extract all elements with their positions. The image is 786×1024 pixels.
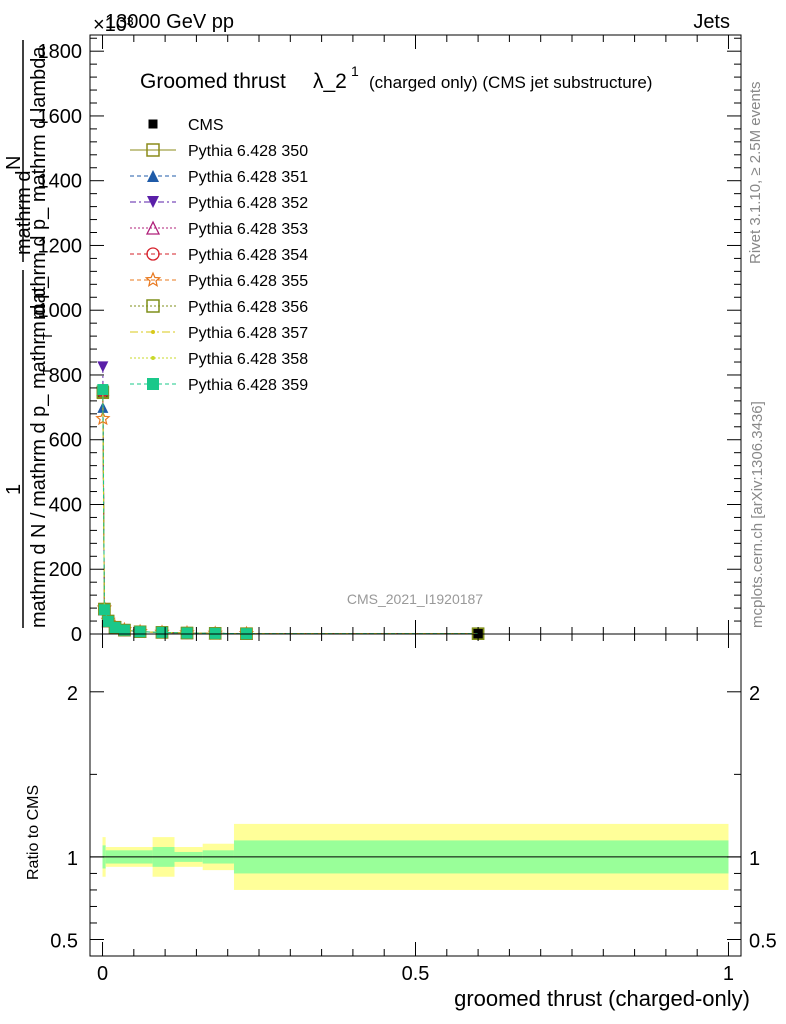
legend-marker xyxy=(147,378,159,390)
chart-title: Groomed thrust λ_2 1 (charged only) (CMS… xyxy=(140,63,652,93)
legend-marker xyxy=(147,196,159,208)
main-ytick-label: 1000 xyxy=(38,300,83,322)
y-label-numerator-n: N xyxy=(3,156,25,170)
legend-marker xyxy=(148,119,158,129)
main-ytick-label: 0 xyxy=(71,624,82,646)
series-10-point xyxy=(98,604,110,616)
legend-label: Pythia 6.428 356 xyxy=(188,299,308,316)
main-ytick-label: 400 xyxy=(49,494,82,516)
main-x-ticks xyxy=(102,35,729,634)
ratio-ytick-label-right: 2 xyxy=(749,683,760,705)
ratio-ytick-label-right: 0.5 xyxy=(749,930,777,952)
main-panel: 0 200 400 600 800 1000 1200 1400 1600 1800 xyxy=(38,34,742,646)
title-superscript: 1 xyxy=(351,63,359,79)
legend-label: Pythia 6.428 358 xyxy=(188,351,308,368)
series-10-point xyxy=(97,384,109,396)
legend-label: CMS xyxy=(188,117,224,134)
exponent-label: ×10³ xyxy=(93,14,134,36)
legend-marker xyxy=(146,247,160,261)
y-label-one: 1 xyxy=(3,484,25,495)
series-10-point xyxy=(109,622,121,634)
main-y-ticks: 0 200 400 600 800 1000 1200 1400 1600 1800 xyxy=(38,37,741,646)
legend-marker xyxy=(151,356,155,360)
series-10-point xyxy=(102,615,114,627)
y-label-denominator: mathrm d p_ mathrm d lambda xyxy=(28,46,50,320)
legend-label: Pythia 6.428 359 xyxy=(188,377,308,394)
ratio-ytick-label-left: 1 xyxy=(67,848,78,870)
y-label-denominator-bottom-sub: T xyxy=(40,367,55,375)
main-ytick-label: 1200 xyxy=(38,235,83,257)
main-y-label: mathrm d N mathrm d p_ mathrm d lambda T… xyxy=(3,40,55,628)
header-process: Jets xyxy=(693,11,730,33)
ratio-ytick-label-right: 1 xyxy=(749,848,760,870)
legend-marker xyxy=(145,220,161,235)
x-axis-label: groomed thrust (charged-only) xyxy=(454,986,750,1011)
ratio-y-ticks: 0.5 0.5 1 1 2 2 xyxy=(50,683,777,953)
ratio-xtick-label: 1 xyxy=(723,963,734,985)
legend-marker xyxy=(144,271,162,287)
ratio-ytick-label-left: 2 xyxy=(67,683,78,705)
series-10-point xyxy=(118,624,130,636)
ratio-frame xyxy=(89,633,742,957)
rivet-label: Rivet 3.1.10, ≥ 2.5M events xyxy=(747,82,764,265)
ratio-x-ticks: 0 0.5 1 xyxy=(97,634,734,985)
legend-label: Pythia 6.428 351 xyxy=(188,169,308,186)
y-label-numerator: mathrm d xyxy=(13,171,35,255)
main-ytick-label: 1400 xyxy=(38,171,83,193)
legend-marker xyxy=(146,299,160,313)
main-ytick-label: 800 xyxy=(49,365,82,387)
title-main: Groomed thrust xyxy=(140,70,286,93)
y-label-denominator-sub: T xyxy=(40,332,55,340)
legend: CMS Pythia 6.428 350 Pythia 6.428 351 Pythi… xyxy=(130,117,308,394)
ratio-ytick-label-left: 0.5 xyxy=(50,930,78,952)
main-ytick-label: 600 xyxy=(49,430,82,452)
legend-label: Pythia 6.428 357 xyxy=(188,325,308,342)
series-10-point xyxy=(181,627,193,639)
main-ytick-label: 1600 xyxy=(38,106,83,128)
legend-label: Pythia 6.428 354 xyxy=(188,247,308,264)
ratio-panel: 0.5 0.51 12 2 0 0.5 1 xyxy=(50,633,777,985)
mcplots-label: mcplots.cern.ch [arXiv:1306.3436] xyxy=(749,401,766,628)
legend-label: Pythia 6.428 350 xyxy=(188,143,308,160)
analysis-watermark: CMS_2021_I1920187 xyxy=(347,591,483,607)
legend-label: Pythia 6.428 352 xyxy=(188,195,308,212)
series-3-point xyxy=(97,361,109,373)
ratio-xtick-label: 0 xyxy=(97,963,108,985)
title-symbol: λ_2 xyxy=(313,70,347,93)
main-ytick-label: 200 xyxy=(49,559,82,581)
series-10-point xyxy=(156,626,168,638)
legend-label: Pythia 6.428 355 xyxy=(188,273,308,290)
y-label-denominator-bottom: mathrm d N / mathrm d p_ mathrm d p_ xyxy=(28,276,50,628)
header-energy: 13000 GeV pp xyxy=(105,11,234,33)
legend-marker xyxy=(147,170,159,182)
ratio-y-label: Ratio to CMS xyxy=(25,785,42,880)
ratio-xtick-label: 0.5 xyxy=(402,963,430,985)
title-extra: (charged only) (CMS jet substructure) xyxy=(369,73,652,92)
legend-label: Pythia 6.428 353 xyxy=(188,221,308,238)
main-ytick-label: 1800 xyxy=(38,41,83,63)
legend-marker xyxy=(146,143,160,157)
legend-marker xyxy=(151,330,155,334)
series-10-point xyxy=(209,627,221,639)
series-10-point xyxy=(134,626,146,638)
